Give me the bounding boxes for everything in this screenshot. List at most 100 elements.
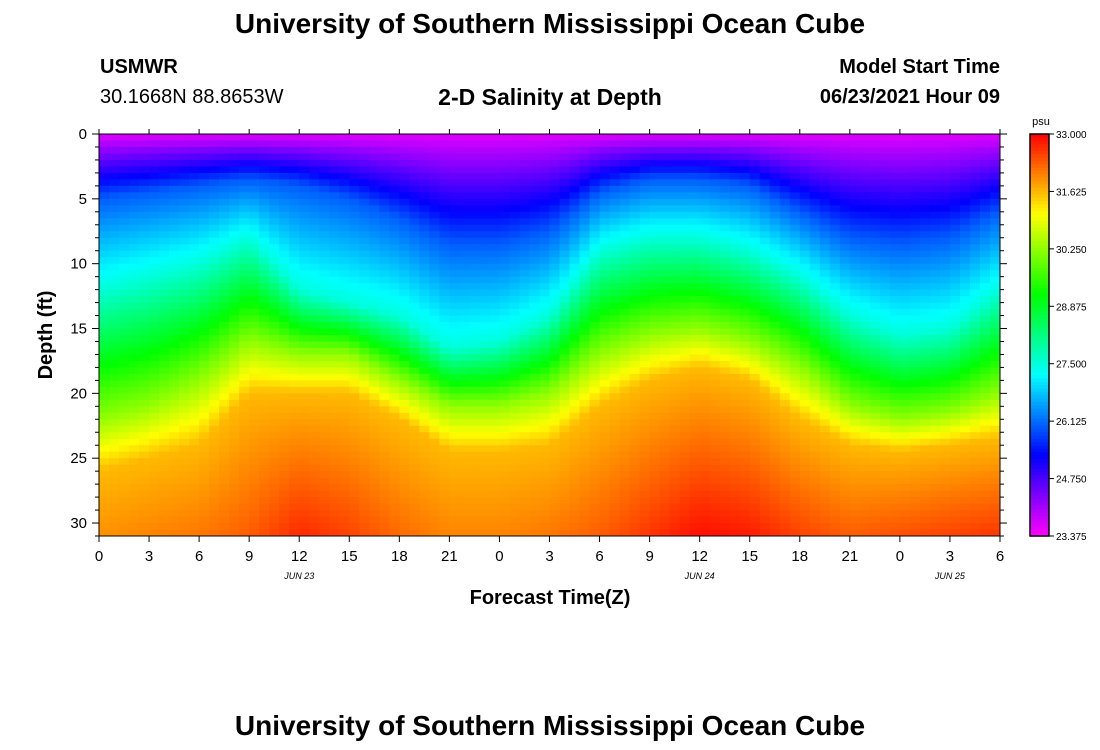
heatmap-cell [439,257,450,265]
heatmap-cell [239,250,250,258]
heatmap-cell [109,367,120,375]
heatmap-cell [239,237,250,245]
heatmap-cell [489,185,501,193]
heatmap-cell [659,140,671,148]
heatmap-cell [319,516,330,524]
heatmap-cell [849,432,861,440]
heatmap-cell [479,438,491,446]
heatmap-cell [139,464,150,472]
heatmap-cell [559,166,571,174]
heatmap-cell [769,257,781,265]
heatmap-cell [389,373,400,381]
heatmap-cell [489,458,501,466]
heatmap-cell [519,224,531,232]
heatmap-cell [259,198,270,206]
heatmap-cell [199,477,210,485]
heatmap-cell [619,425,631,433]
heatmap-cell [429,477,440,485]
heatmap-cell [379,399,390,407]
heatmap-cell [719,244,731,252]
heatmap-cell [299,510,310,518]
heatmap-cell [769,523,781,531]
heatmap-cell [889,373,901,381]
heatmap-cell [539,471,551,479]
heatmap-cell [209,438,220,446]
heatmap-cell [439,179,450,187]
heatmap-cell [659,309,671,317]
heatmap-cell [789,198,801,206]
heatmap-cell [219,302,230,310]
heatmap-cell [819,445,831,453]
heatmap-cell [819,380,831,388]
heatmap-cell [419,406,430,414]
heatmap-cell [629,302,641,310]
heatmap-cell [439,134,450,142]
heatmap-cell [639,529,651,536]
heatmap-cell [809,432,821,440]
heatmap-cell [289,179,300,187]
heatmap-cell [809,386,821,394]
heatmap-cell [209,380,220,388]
heatmap-cell [779,445,791,453]
heatmap-cell [639,289,651,297]
heatmap-cell [419,471,430,479]
heatmap-cell [369,218,380,226]
heatmap-cell [549,179,561,187]
heatmap-cell [269,503,280,511]
heatmap-cell [819,315,831,323]
heatmap-cell [289,484,300,492]
heatmap-cell [829,419,841,427]
heatmap-cell [429,237,440,245]
heatmap-cell [499,471,511,479]
heatmap-cell [689,529,701,536]
heatmap-cell [679,153,691,161]
heatmap-cell [629,484,641,492]
heatmap-cell [879,386,891,394]
heatmap-cell [159,192,170,200]
heatmap-cell [849,367,861,375]
heatmap-cell [499,224,511,232]
heatmap-cell [569,523,581,531]
heatmap-cell [709,257,721,265]
heatmap-cell [769,322,781,330]
heatmap-cell [519,134,531,142]
heatmap-cell [529,484,541,492]
heatmap-cell [639,302,651,310]
heatmap-cell [219,172,230,180]
heatmap-cell [109,399,120,407]
heatmap-cell [249,380,260,388]
heatmap-cell [419,451,430,459]
heatmap-cell [259,328,270,336]
heatmap-cell [759,315,771,323]
heatmap-cell [309,328,320,336]
heatmap-cell [839,146,851,155]
heatmap-cell [379,192,390,200]
heatmap-cell [289,380,300,388]
heatmap-cell [719,490,731,498]
heatmap-cell [409,205,420,213]
heatmap-cell [829,412,841,420]
heatmap-cell [819,425,831,433]
heatmap-cell [719,445,731,453]
heatmap-cell [609,432,621,440]
heatmap-cell [519,445,531,453]
heatmap-cell [289,445,300,453]
heatmap-cell [769,451,781,459]
heatmap-cell [899,237,911,245]
heatmap-cell [869,302,881,310]
heatmap-cell [189,296,200,304]
heatmap-cell [789,309,801,317]
heatmap-cell [749,490,761,498]
heatmap-cell [379,360,390,369]
heatmap-cell [429,211,440,219]
heatmap-cell [369,393,380,401]
heatmap-cell [229,471,240,479]
heatmap-cell [289,477,300,485]
heatmap-cell [279,393,290,401]
heatmap-cell [539,237,551,245]
heatmap-cell [839,373,851,381]
heatmap-cell [809,328,821,336]
heatmap-cell [649,503,661,511]
heatmap-cell [179,289,190,297]
heatmap-cell [269,458,280,466]
